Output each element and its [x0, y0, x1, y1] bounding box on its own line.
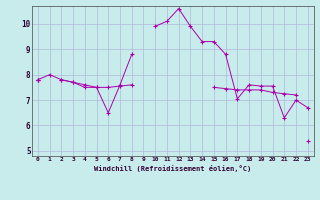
X-axis label: Windchill (Refroidissement éolien,°C): Windchill (Refroidissement éolien,°C) [94, 165, 252, 172]
